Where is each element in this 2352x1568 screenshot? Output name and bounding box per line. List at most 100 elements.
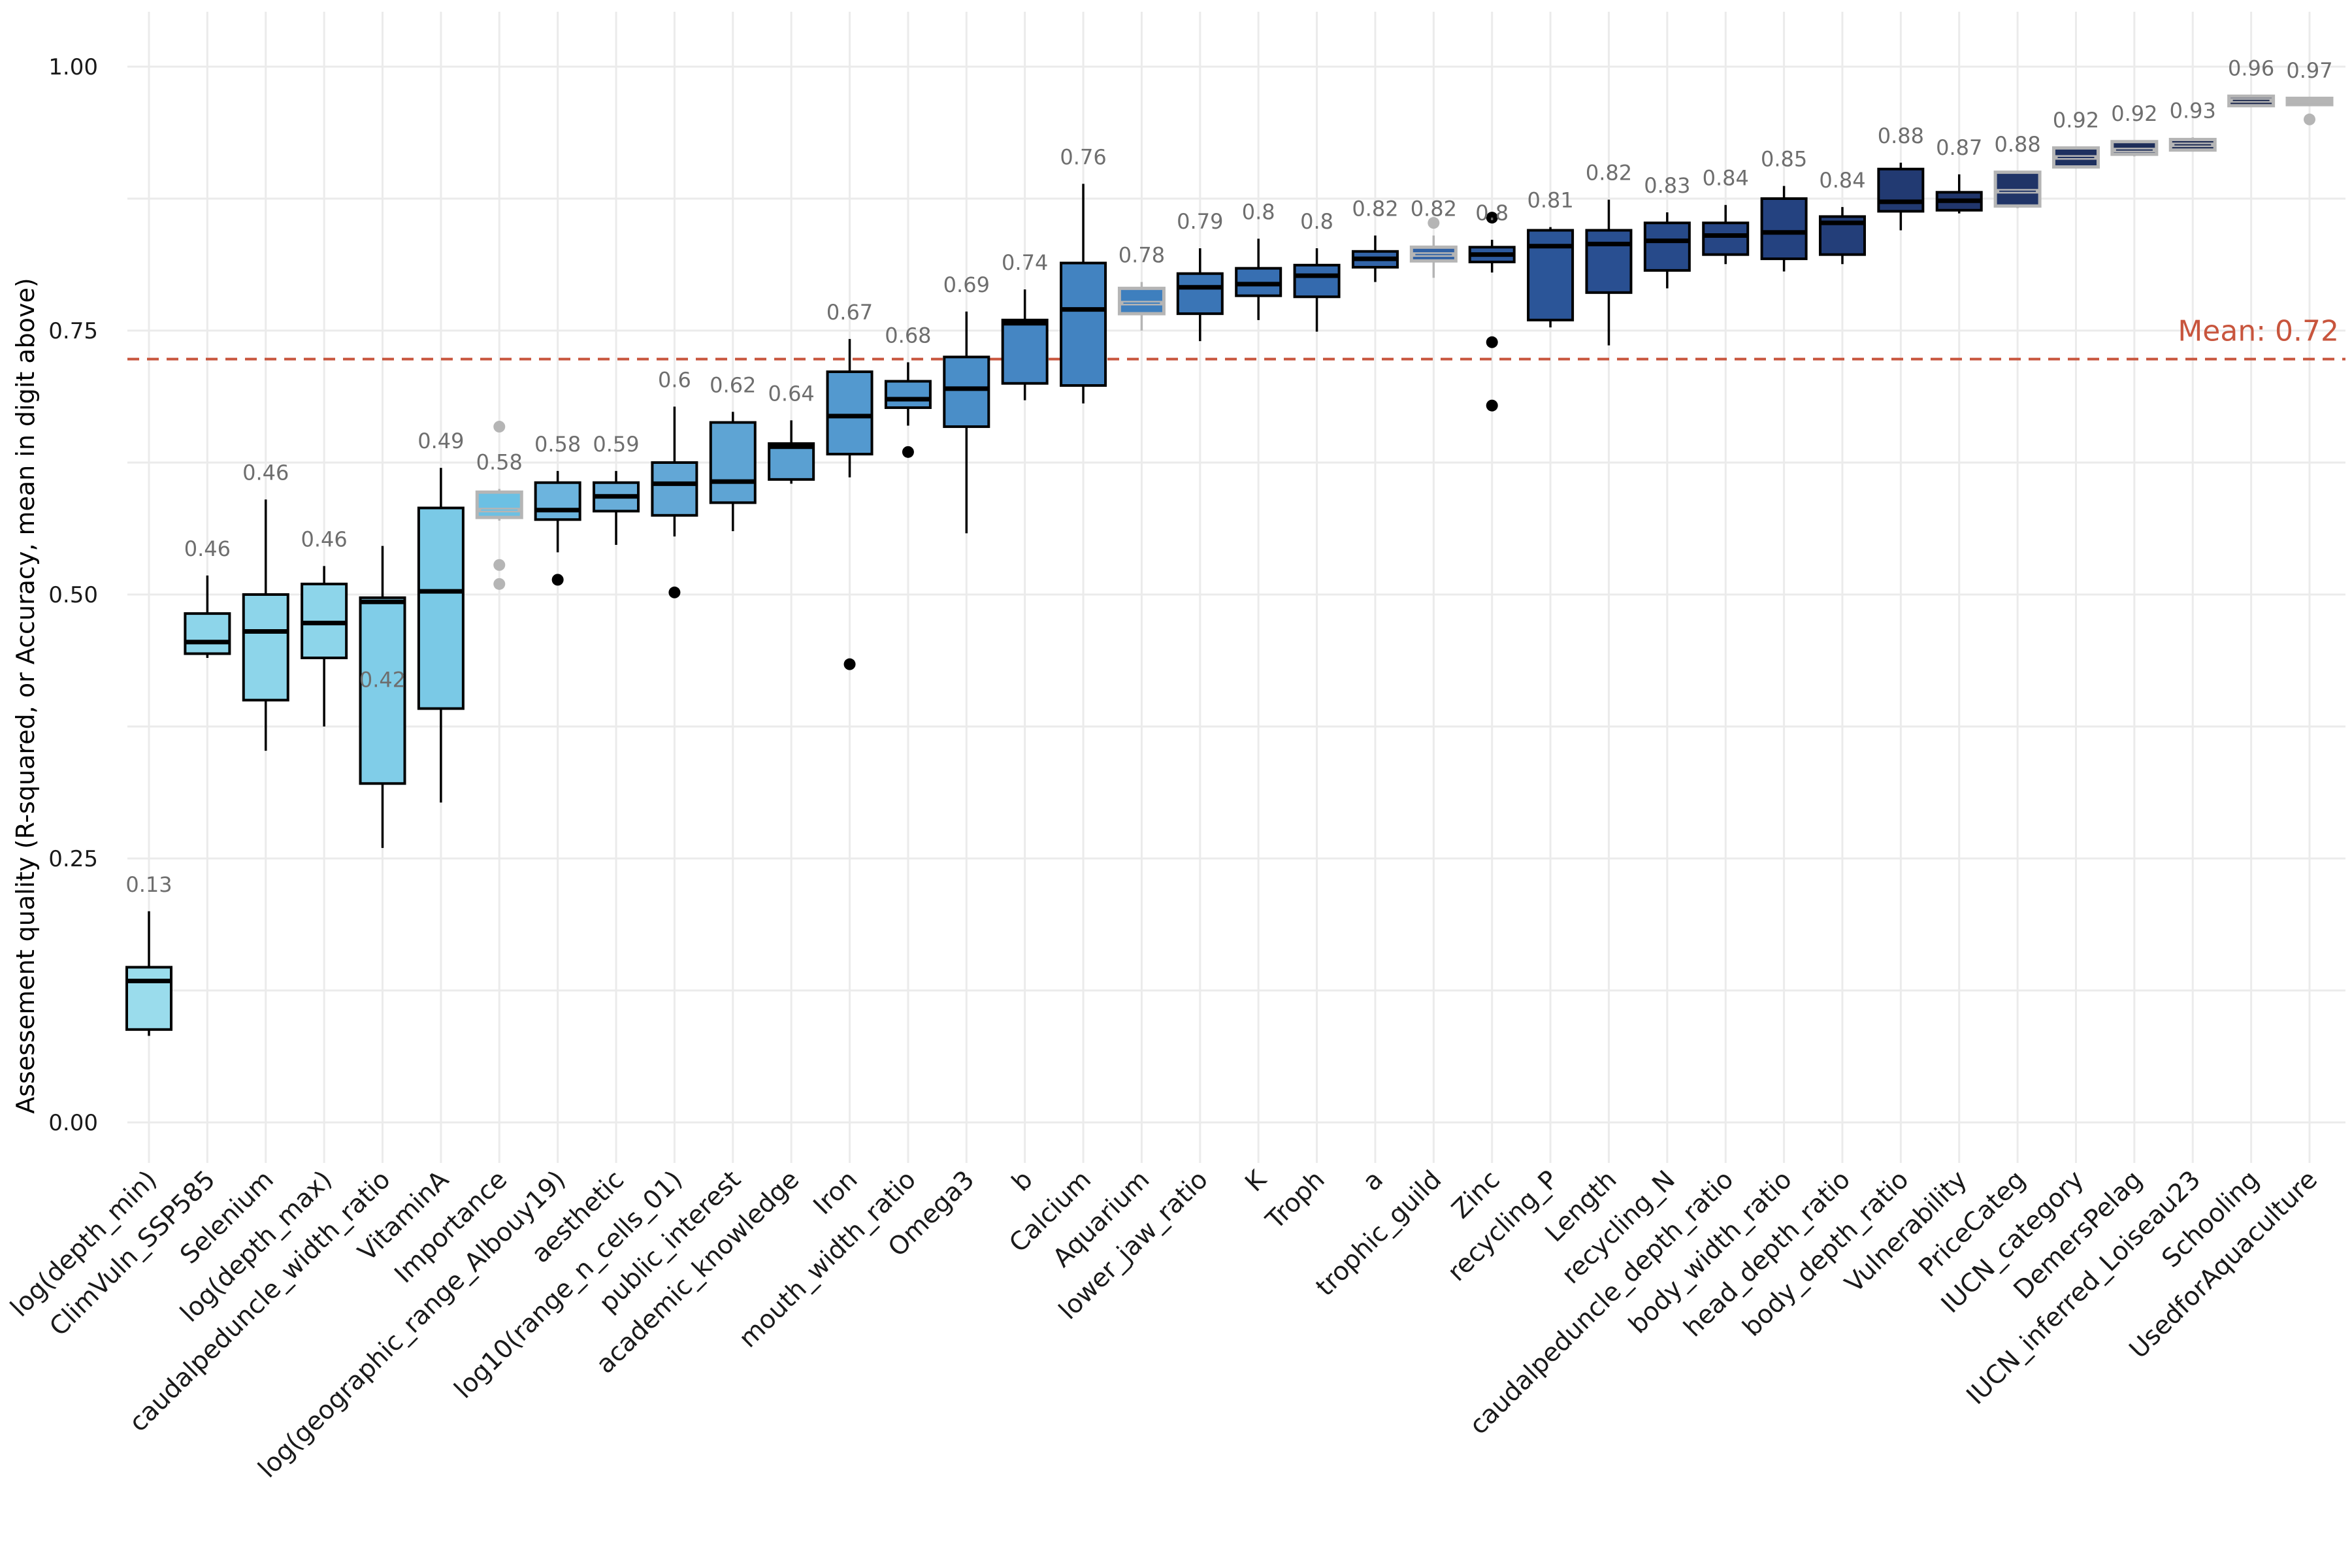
outlier-point <box>1486 399 1498 412</box>
data-label: 0.82 <box>1352 197 1398 221</box>
data-label: 0.92 <box>2053 108 2099 133</box>
box <box>1702 221 1750 256</box>
box-log-depth-min- <box>125 911 172 1036</box>
data-label: 0.76 <box>1060 144 1106 169</box>
outlier-point <box>1428 217 1440 229</box>
data-label: 0.84 <box>1819 168 1865 193</box>
box <box>359 596 406 785</box>
data-label: 0.8 <box>1300 209 1333 234</box>
box-log10-range-n-cells-01- <box>651 406 698 598</box>
y-axis: 0.00 0.25 0.50 0.75 1.00 <box>48 54 98 1136</box>
box-log-geographic-range-albouy19- <box>534 470 581 586</box>
box-iucn-inferred-loiseau23 <box>2168 137 2217 152</box>
box-mouth-width-ratio <box>884 362 932 458</box>
data-label: 0.81 <box>1527 188 1573 213</box>
outlier-point <box>493 578 506 590</box>
box-lower-jaw-ratio <box>1176 248 1224 342</box>
box <box>125 966 172 1031</box>
box-head-depth-ratio <box>1818 206 1866 265</box>
data-label: 0.82 <box>1586 161 1632 186</box>
data-label: 0.79 <box>1177 209 1223 234</box>
y-tick-label: 0.00 <box>48 1110 98 1136</box>
box <box>184 612 231 655</box>
box-public-interest <box>709 412 757 532</box>
data-label: 0.67 <box>826 300 873 325</box>
data-label: 0.64 <box>768 381 815 406</box>
box-schooling <box>2227 94 2276 108</box>
data-label: 0.87 <box>1936 135 1982 160</box>
box-iron <box>826 338 874 670</box>
box-vulnerability <box>1935 174 1983 214</box>
box <box>651 461 698 517</box>
data-labels: 0.13 0.46 0.46 0.46 0.42 0.49 0.58 0.58 0.59 0.6 0… <box>125 56 2332 897</box>
y-tick-label: 0.25 <box>48 846 98 872</box>
data-label: 0.84 <box>1703 166 1749 191</box>
y-tick-label: 1.00 <box>48 54 98 80</box>
data-label: 0.69 <box>943 272 990 297</box>
data-label: 0.97 <box>2286 58 2332 83</box>
y-tick-label: 0.75 <box>48 318 98 344</box>
box-aquarium <box>1117 282 1166 331</box>
data-label: 0.59 <box>593 432 639 457</box>
data-label: 0.74 <box>1002 250 1048 275</box>
data-label: 0.92 <box>2111 101 2157 126</box>
data-label: 0.6 <box>658 367 691 392</box>
x-tick-label: K <box>1239 1164 1273 1198</box>
outlier-point <box>902 446 914 458</box>
outlier-point <box>1486 336 1498 348</box>
data-label: 0.68 <box>885 323 931 348</box>
data-label: 0.78 <box>1119 243 1165 268</box>
box-demerspelag <box>2110 140 2159 157</box>
data-label: 0.58 <box>534 432 581 457</box>
data-label: 0.42 <box>359 667 406 692</box>
boxes <box>125 94 2334 1036</box>
data-label: 0.85 <box>1761 147 1807 172</box>
box <box>1293 263 1341 299</box>
box-omega3 <box>943 311 990 534</box>
box-recycling-n <box>1643 212 1691 289</box>
box-log-depth-max- <box>301 566 348 727</box>
box-selenium <box>242 499 289 751</box>
y-tick-label: 0.50 <box>48 582 98 608</box>
data-label: 0.46 <box>301 527 348 551</box>
x-tick-label: b <box>1006 1165 1038 1197</box>
box <box>943 355 990 429</box>
box <box>1001 318 1049 385</box>
outlier-point <box>551 574 564 586</box>
x-tick-label: Troph <box>1260 1165 1331 1235</box>
data-label: 0.46 <box>184 536 231 561</box>
box-caudalpeduncle-width-ratio <box>359 546 406 848</box>
box-importance <box>475 421 523 590</box>
data-label: 0.93 <box>2170 98 2216 123</box>
box-iucn-category <box>2051 146 2100 169</box>
box-academic-knowledge <box>768 420 815 484</box>
outlier-point <box>668 586 681 598</box>
y-axis-title: Assessement quality (R-squared, or Accur… <box>11 278 40 1113</box>
data-label: 0.82 <box>1411 197 1457 221</box>
outlier-point <box>843 658 856 670</box>
data-label: 0.8 <box>1475 201 1509 225</box>
box <box>1176 272 1224 316</box>
box-recycling-p <box>1527 227 1575 328</box>
box-calcium <box>1060 184 1107 404</box>
box-vitamina <box>417 468 465 803</box>
box-aesthetic <box>593 470 640 546</box>
box <box>1643 221 1691 272</box>
box <box>534 481 581 521</box>
box-usedforaquaculture <box>2285 96 2334 125</box>
box <box>1877 167 1925 213</box>
box-body-width-ratio <box>1760 186 1808 272</box>
outlier-point <box>1486 212 1498 224</box>
box <box>242 593 289 702</box>
box-length <box>1585 199 1633 346</box>
box-caudalpeduncle-depth-ratio <box>1702 204 1750 265</box>
box <box>475 490 523 519</box>
data-label: 0.58 <box>476 449 523 474</box>
data-label: 0.46 <box>242 461 289 485</box>
box-climvuln-ssp585 <box>184 575 231 658</box>
data-label: 0.13 <box>125 872 172 897</box>
mean-line-group: Mean: 0.72 <box>127 315 2345 361</box>
data-label: 0.49 <box>417 429 464 453</box>
box <box>1760 197 1808 261</box>
